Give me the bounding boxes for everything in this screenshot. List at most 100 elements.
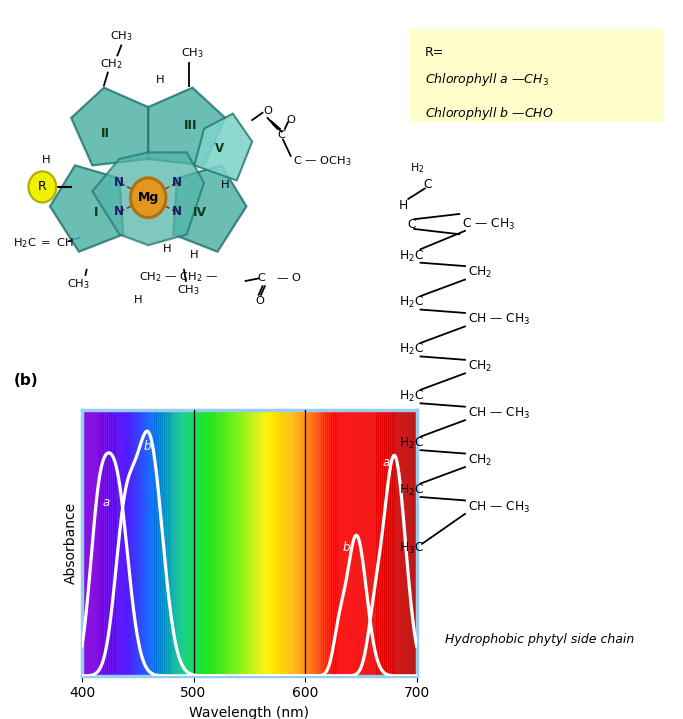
Bar <box>403 410 404 676</box>
Text: H: H <box>135 295 143 305</box>
Bar <box>238 410 239 676</box>
Bar <box>242 410 243 676</box>
Text: — O: — O <box>277 273 301 283</box>
Text: CH$_2$: CH$_2$ <box>468 453 492 468</box>
Bar <box>189 410 190 676</box>
Bar <box>309 410 310 676</box>
Bar <box>187 410 188 676</box>
Bar <box>183 410 184 676</box>
Bar <box>170 410 171 676</box>
Bar <box>333 410 334 676</box>
Bar <box>407 410 408 676</box>
Bar <box>356 410 357 676</box>
Bar <box>200 410 201 676</box>
Bar <box>350 410 351 676</box>
Bar <box>303 410 304 676</box>
Bar <box>184 410 185 676</box>
Bar <box>126 410 127 676</box>
Bar <box>148 410 149 676</box>
Bar <box>166 410 167 676</box>
Bar <box>220 410 221 676</box>
Bar <box>314 410 315 676</box>
Bar <box>209 410 210 676</box>
Bar <box>159 410 160 676</box>
Bar <box>157 410 158 676</box>
Bar <box>160 410 161 676</box>
Bar <box>147 410 148 676</box>
Bar <box>165 410 166 676</box>
Bar <box>267 410 268 676</box>
Bar <box>233 410 234 676</box>
Bar <box>178 410 180 676</box>
Bar <box>249 410 251 676</box>
Bar <box>251 410 253 676</box>
Bar <box>180 410 181 676</box>
Bar <box>368 410 369 676</box>
Bar <box>138 410 139 676</box>
Bar <box>179 410 180 676</box>
Bar <box>190 410 191 676</box>
Bar <box>137 410 138 676</box>
Bar <box>412 410 413 676</box>
Bar <box>154 410 155 676</box>
Bar <box>186 410 187 676</box>
Bar <box>120 410 121 676</box>
Bar <box>207 410 208 676</box>
Bar <box>178 410 179 676</box>
Text: Chlorophyll $b$ —CHO: Chlorophyll $b$ —CHO <box>425 106 554 122</box>
Bar <box>253 410 254 676</box>
Text: O: O <box>255 296 264 306</box>
Bar <box>114 410 115 676</box>
Text: H$_2$C: H$_2$C <box>399 389 424 404</box>
Bar <box>344 410 345 676</box>
Bar <box>354 410 355 676</box>
Text: CH$_3$: CH$_3$ <box>177 283 200 298</box>
Bar <box>86 410 87 676</box>
Bar <box>91 410 92 676</box>
Polygon shape <box>71 88 148 165</box>
Bar <box>92 410 93 676</box>
Bar <box>361 410 363 676</box>
Bar <box>132 410 133 676</box>
Bar <box>82 410 104 676</box>
Bar <box>365 410 366 676</box>
Bar <box>142 410 143 676</box>
Bar <box>327 410 329 676</box>
Text: $b$: $b$ <box>143 439 152 453</box>
Bar <box>221 410 222 676</box>
Bar <box>413 410 414 676</box>
Bar <box>404 410 405 676</box>
Bar <box>108 410 109 676</box>
Bar <box>167 410 168 676</box>
Bar <box>361 410 362 676</box>
Bar <box>329 410 330 676</box>
Bar <box>297 410 298 676</box>
Bar <box>84 410 85 676</box>
Bar <box>414 410 415 676</box>
Bar <box>250 410 251 676</box>
Bar <box>406 410 407 676</box>
Bar <box>341 410 342 676</box>
Bar <box>287 410 288 676</box>
Bar <box>369 410 370 676</box>
Bar <box>261 410 262 676</box>
Bar <box>104 410 105 676</box>
Bar <box>145 410 146 676</box>
Bar <box>273 410 274 676</box>
Bar <box>296 410 297 676</box>
Bar <box>272 410 273 676</box>
Bar <box>317 410 318 676</box>
Bar <box>385 410 386 676</box>
Text: H$_2$C: H$_2$C <box>399 296 424 311</box>
Bar <box>100 410 102 676</box>
Text: R: R <box>38 180 46 193</box>
Bar <box>141 410 142 676</box>
Bar <box>101 410 102 676</box>
Bar <box>118 410 119 676</box>
Bar <box>340 410 341 676</box>
Bar <box>301 410 302 676</box>
Bar <box>390 410 391 676</box>
Bar <box>121 410 122 676</box>
Text: N: N <box>172 176 182 189</box>
Bar <box>171 410 172 676</box>
